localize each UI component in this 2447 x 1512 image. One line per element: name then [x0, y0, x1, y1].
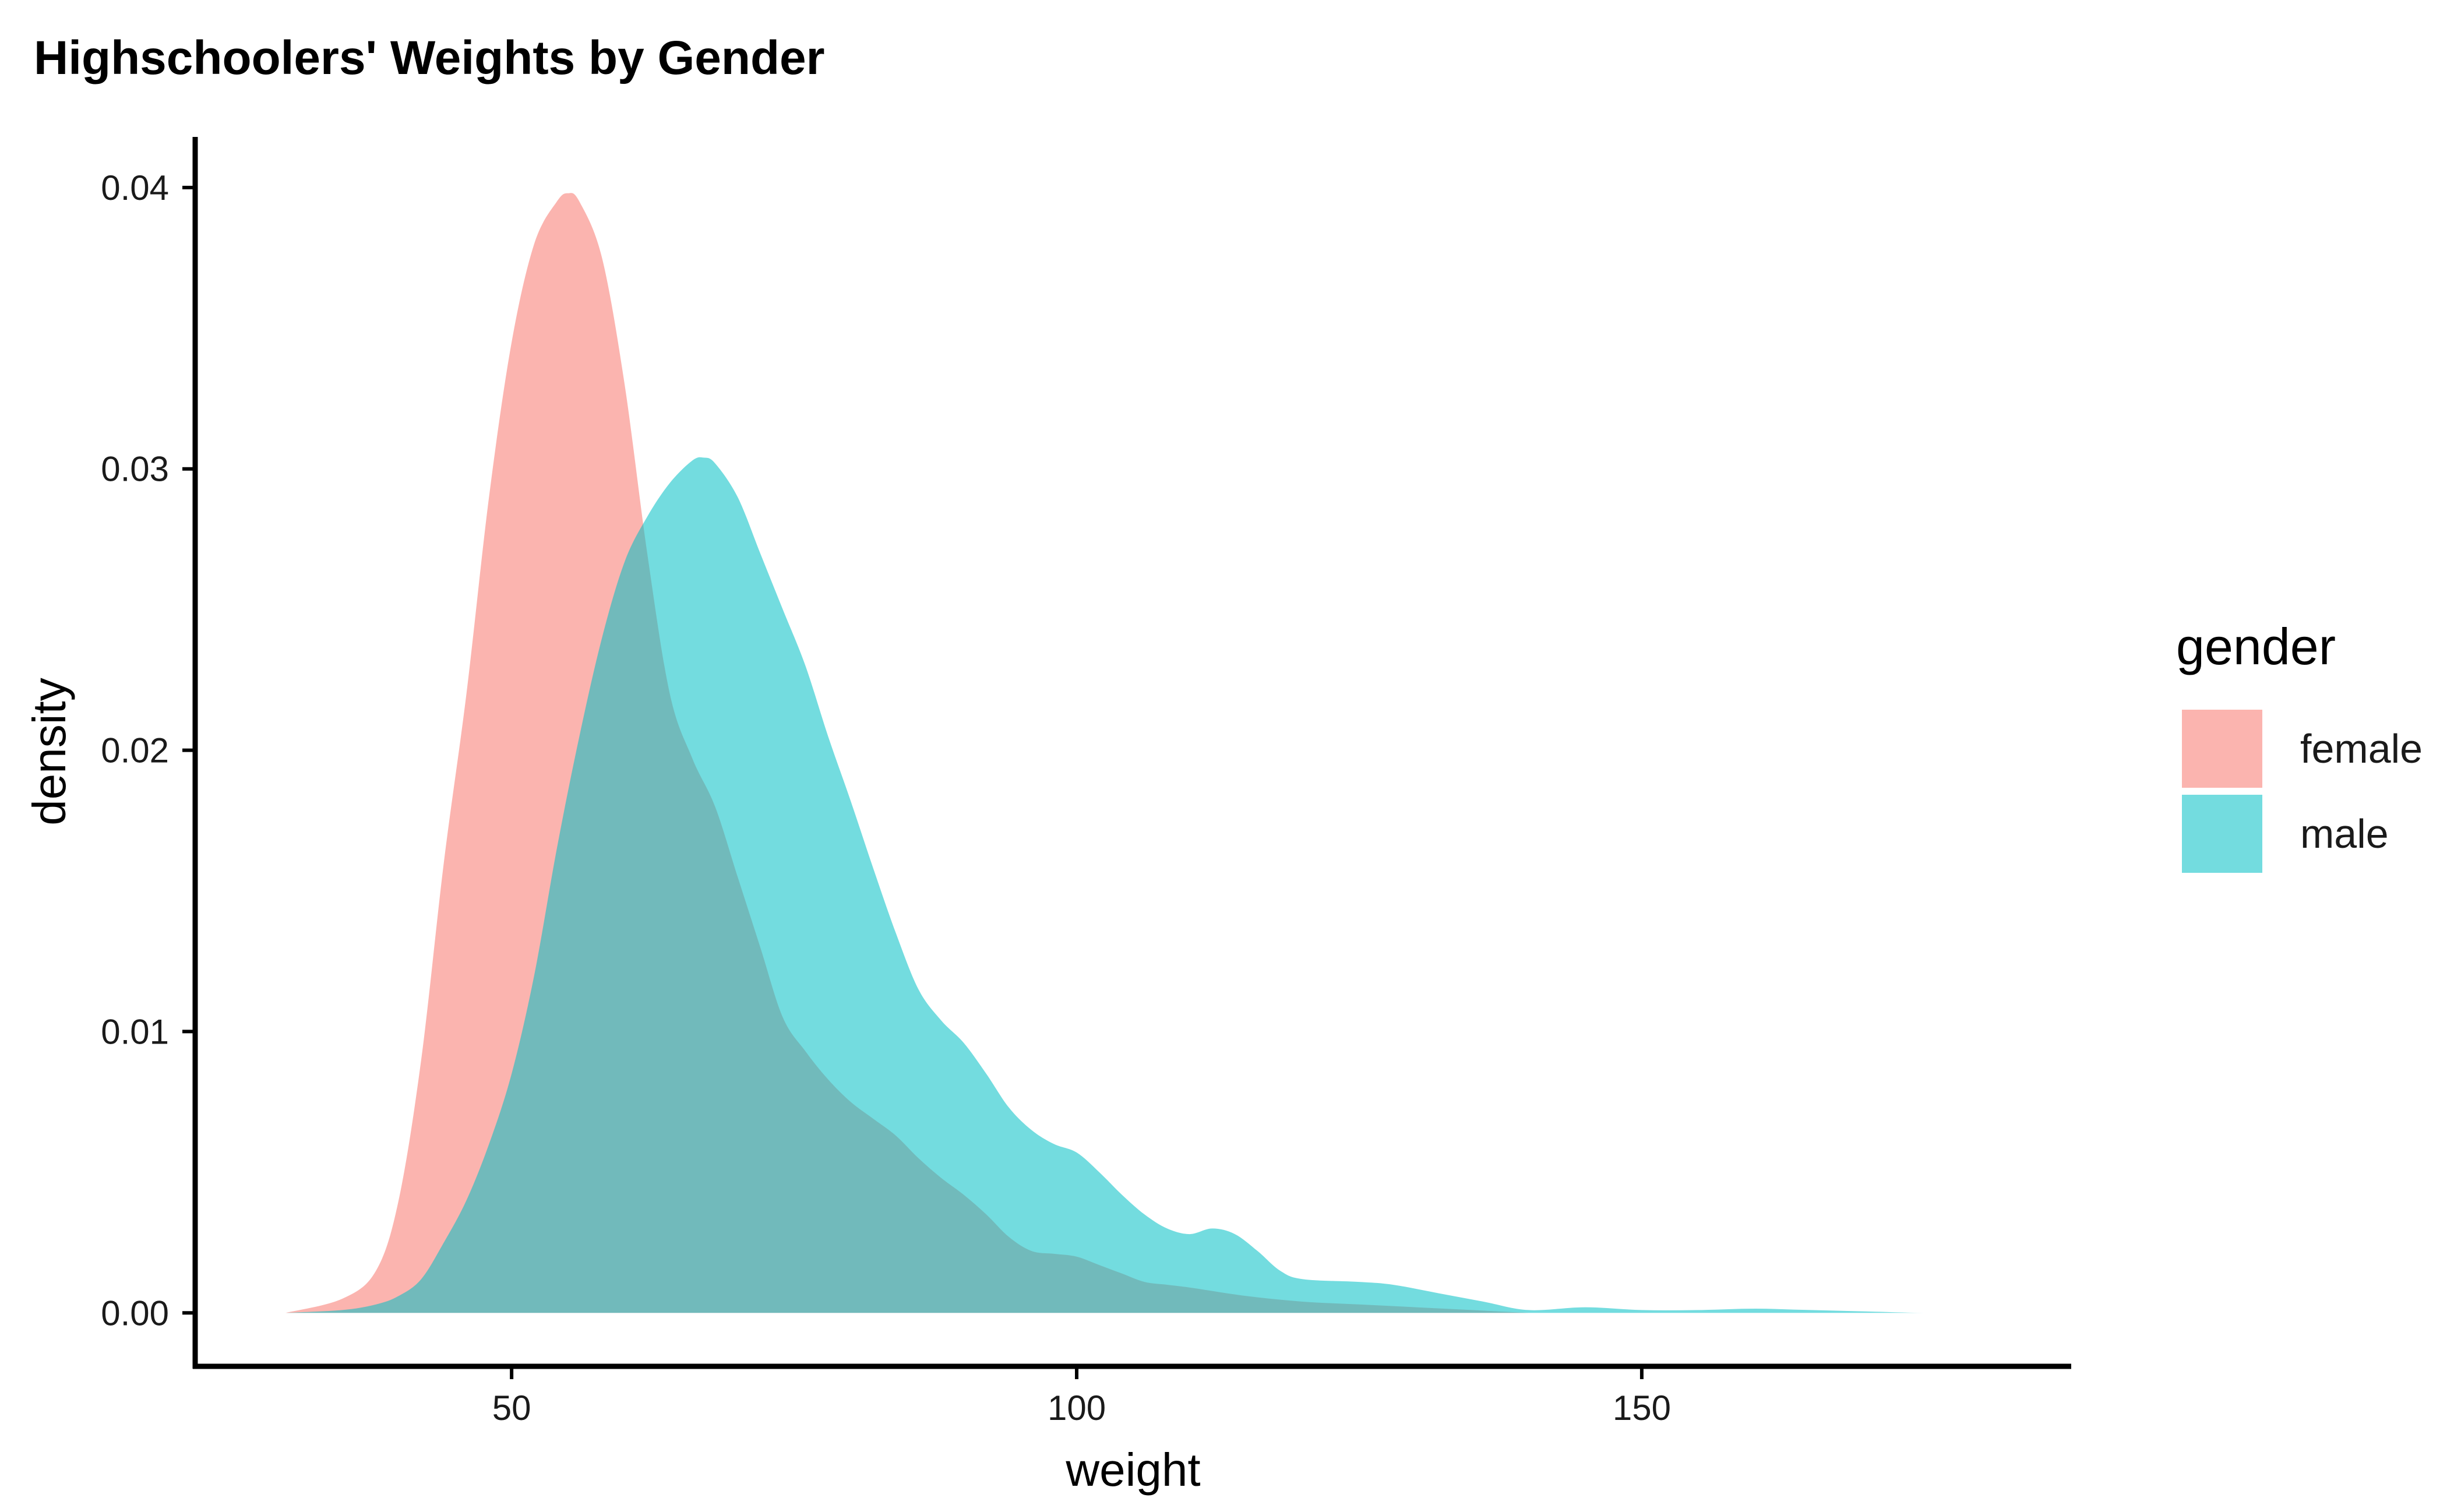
density-area-male: [285, 457, 1993, 1313]
x-tick-label: 150: [1613, 1388, 1671, 1428]
chart-title: Highschoolers' Weights by Gender: [34, 31, 825, 84]
x-tick-label: 50: [492, 1388, 531, 1428]
density-areas: [285, 193, 1993, 1313]
y-axis-ticks: 0.00 0.01 0.02 0.03 0.04: [101, 168, 195, 1333]
x-tick-label: 100: [1048, 1388, 1106, 1428]
legend-key-male: [2182, 795, 2262, 873]
legend-key-female: [2182, 710, 2262, 788]
legend-items: female male: [2182, 710, 2423, 873]
y-tick-label: 0.01: [101, 1012, 169, 1051]
y-tick-label: 0.00: [101, 1294, 169, 1333]
legend-label-female: female: [2300, 726, 2423, 771]
legend-label-male: male: [2300, 811, 2389, 857]
legend: gender female male: [2176, 618, 2423, 873]
y-tick-label: 0.02: [101, 731, 169, 770]
x-axis-ticks: 50 100 150: [492, 1366, 1671, 1428]
x-axis-title: weight: [1065, 1444, 1200, 1496]
y-axis-title: density: [23, 678, 75, 825]
legend-title: gender: [2176, 618, 2336, 675]
y-tick-label: 0.03: [101, 450, 169, 489]
y-tick-label: 0.04: [101, 168, 169, 207]
